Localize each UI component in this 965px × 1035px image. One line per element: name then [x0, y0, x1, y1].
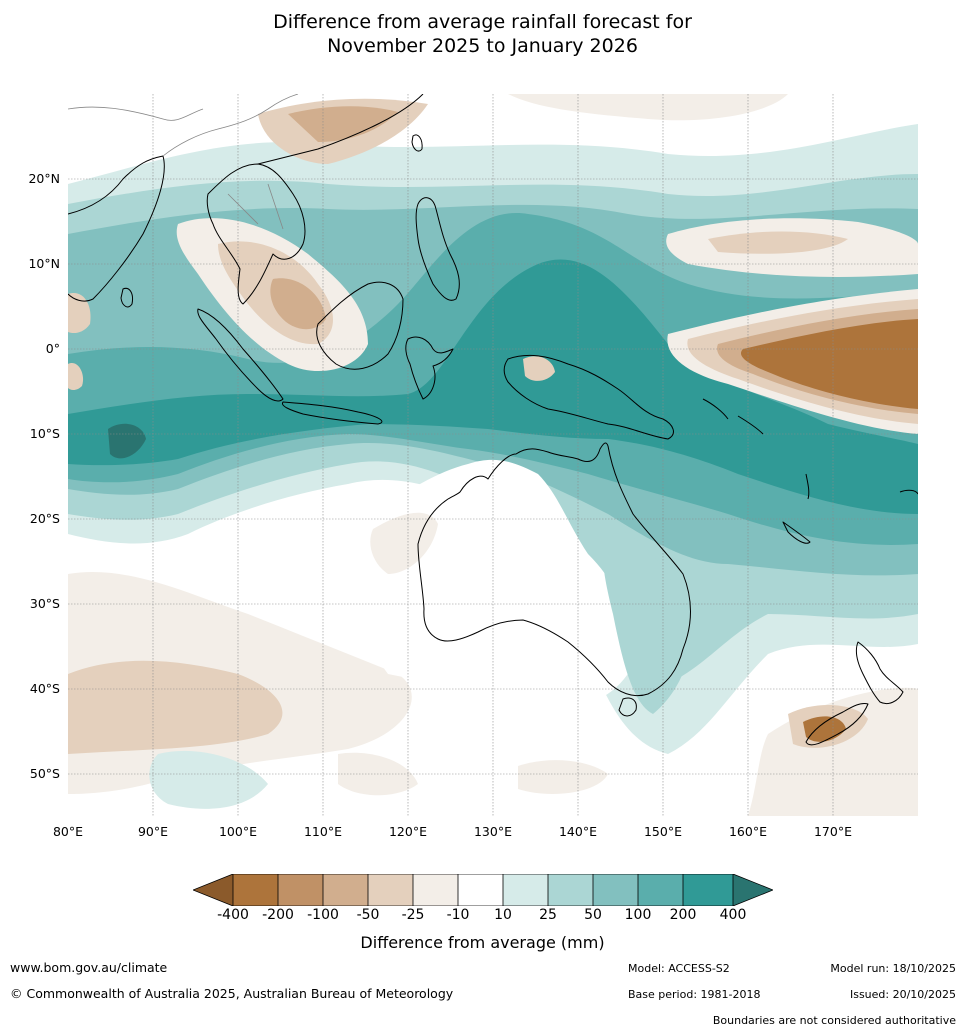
coast-tasmania [618, 697, 637, 717]
disclaimer-text: Boundaries are not considered authoritat… [712, 1014, 956, 1027]
dry-patch-arabian-south [68, 363, 84, 390]
lat-label-10n: 10°N [28, 256, 60, 271]
lon-label-160e: 160°E [728, 824, 767, 839]
coast-nz-north [855, 641, 904, 705]
copyright-text: © Commonwealth of Australia 2025, Austra… [10, 986, 454, 1001]
lon-label-130e: 130°E [473, 824, 512, 839]
dry-patch-south-indian [68, 660, 283, 754]
colorbar-tick-neg200: -200 [262, 907, 294, 923]
title-line-2: November 2025 to January 2026 [327, 35, 638, 57]
model-text: Model: ACCESS-S2 [628, 962, 730, 975]
colorbar-tick-200: 200 [669, 907, 697, 923]
coast-india [68, 155, 165, 302]
colorbar-swatch-11 [683, 874, 733, 906]
map-svg [68, 94, 918, 816]
lon-label-110e: 110°E [303, 824, 342, 839]
colorbar-tick-100: 100 [624, 907, 652, 923]
colorbar-extend-low [193, 874, 233, 906]
colorbar-tick-50: 50 [584, 907, 602, 923]
country-borders [68, 94, 299, 230]
colorbar-swatch-2 [278, 874, 323, 906]
rainfall-map [68, 94, 918, 816]
wet-core-indian [108, 423, 146, 459]
base-period-text: Base period: 1981-2018 [628, 988, 761, 1001]
coast-sri-lanka [120, 287, 133, 308]
lat-label-20n: 20°N [28, 171, 60, 186]
dry-tongue-pacific-200 [740, 319, 918, 409]
graticule [68, 94, 918, 816]
lat-label-30s: 30°S [29, 596, 60, 611]
coast-nz-south [805, 703, 869, 746]
colorbar-tick-10: 10 [494, 907, 512, 923]
lat-label-50s: 50°S [29, 766, 60, 781]
dry-patch-png [523, 356, 555, 381]
colorbar-swatch-5 [413, 874, 458, 906]
coast-sumatra [197, 308, 284, 402]
model-run-text: Model run: 18/10/2025 [830, 962, 956, 975]
wet-band-200 [68, 259, 918, 514]
colorbar-tick-neg400: -400 [217, 907, 249, 923]
coast-solomons [702, 398, 764, 435]
dry-patch-wa [370, 512, 438, 574]
coast-new-guinea [503, 354, 674, 440]
colorbar-tick-neg100: -100 [307, 907, 339, 923]
colorbar-swatch-1 [233, 874, 278, 906]
coast-new-caledonia [782, 521, 811, 544]
coastlines [68, 94, 918, 746]
colorbar-swatch-9 [593, 874, 638, 906]
colorbar [193, 874, 773, 906]
lat-label-20s: 20°S [29, 511, 60, 526]
chart-title: Difference from average rainfall forecas… [0, 10, 965, 58]
lat-label-40s: 40°S [29, 681, 60, 696]
lon-label-90e: 90°E [137, 824, 169, 839]
coast-borneo [316, 281, 404, 370]
coast-philippines [415, 197, 460, 301]
lon-label-170e: 170°E [813, 824, 852, 839]
lat-label-10s: 10°S [29, 426, 60, 441]
dry-patch-arabian [68, 293, 91, 334]
coast-fiji [899, 489, 918, 495]
lon-label-150e: 150°E [643, 824, 682, 839]
colorbar-tick-400: 400 [719, 907, 747, 923]
coast-china [257, 94, 424, 165]
colorbar-extend-high [733, 874, 773, 906]
coast-australia [417, 442, 691, 697]
colorbar-tick-neg50: -50 [356, 907, 380, 923]
coast-vanuatu [805, 473, 810, 500]
coast-sulawesi [405, 336, 454, 400]
issued-text: Issued: 20/10/2025 [849, 988, 956, 1001]
coast-taiwan [411, 134, 423, 152]
wet-southern-ocean [149, 750, 268, 809]
lon-label-80e: 80°E [52, 824, 84, 839]
colorbar-tick-neg25: -25 [401, 907, 425, 923]
colorbar-tick-neg10: -10 [446, 907, 470, 923]
title-line-1: Difference from average rainfall forecas… [273, 11, 692, 33]
dry-patch-china-core [288, 106, 398, 142]
lon-label-120e: 120°E [388, 824, 427, 839]
wet-east-australia [602, 524, 691, 714]
colorbar-swatch-8 [548, 874, 593, 906]
website-link[interactable]: www.bom.gov.au/climate [10, 960, 168, 975]
colorbar-outline [193, 874, 773, 906]
lon-label-100e: 100°E [218, 824, 257, 839]
colorbar-swatch-3 [323, 874, 368, 906]
colorbar-swatch-7 [503, 874, 548, 906]
colorbar-swatch-10 [638, 874, 683, 906]
dry-patch-north-pacific [708, 231, 848, 254]
colorbar-tick-25: 25 [539, 907, 557, 923]
colorbar-label: Difference from average (mm) [360, 933, 605, 952]
dry-patch-southern-ocean [518, 760, 608, 794]
colorbar-swatch-6 [458, 874, 503, 906]
coast-indochina [206, 163, 306, 305]
dry-patch-borneo-core [270, 278, 326, 330]
lat-label-0: 0° [45, 341, 60, 356]
lon-label-140e: 140°E [558, 824, 597, 839]
coast-java [281, 401, 383, 425]
colorbar-swatch-4 [368, 874, 413, 906]
